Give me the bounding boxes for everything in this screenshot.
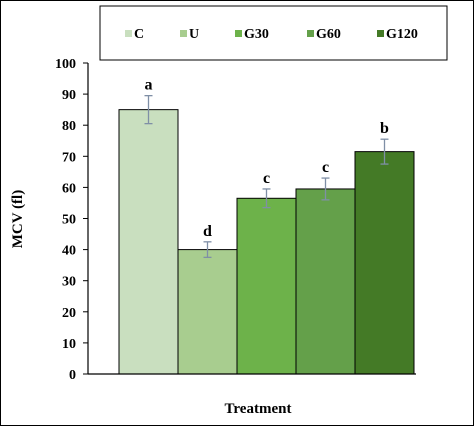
y-tick-label: 70 bbox=[62, 150, 76, 165]
significance-label: c bbox=[322, 159, 329, 176]
legend-label: G30 bbox=[244, 27, 269, 42]
legend-label: C bbox=[134, 27, 144, 42]
significance-label: b bbox=[380, 120, 389, 137]
y-tick-label: 0 bbox=[69, 368, 76, 383]
y-axis-label: MCV (fl) bbox=[10, 190, 26, 248]
legend-label: G60 bbox=[316, 27, 341, 42]
legend-item-c: C bbox=[125, 27, 144, 42]
legend-swatch bbox=[377, 30, 384, 37]
legend-box bbox=[99, 5, 448, 61]
bar-g30 bbox=[236, 197, 297, 375]
legend-item-g60: G60 bbox=[307, 27, 341, 42]
legend-label: G120 bbox=[386, 27, 418, 42]
legend-swatch bbox=[307, 30, 314, 37]
y-tick-label: 50 bbox=[62, 213, 76, 228]
significance-label: c bbox=[263, 170, 270, 187]
legend: C U G30 G60 G120 bbox=[99, 5, 448, 61]
legend-swatch bbox=[235, 30, 242, 37]
significance-label: d bbox=[203, 223, 212, 240]
bar-c bbox=[118, 109, 179, 375]
significance-label: a bbox=[145, 77, 153, 94]
bar-g60 bbox=[295, 188, 356, 375]
y-tick-label: 10 bbox=[62, 337, 76, 352]
legend-item-g30: G30 bbox=[235, 27, 269, 42]
y-tick-label: 30 bbox=[62, 275, 76, 290]
legend-item-g120: G120 bbox=[377, 27, 418, 42]
y-tick-label: 90 bbox=[62, 88, 76, 103]
legend-swatch bbox=[125, 30, 132, 37]
legend-label: U bbox=[189, 27, 199, 42]
legend-item-u: U bbox=[180, 27, 199, 42]
y-tick-label: 20 bbox=[62, 306, 76, 321]
bar-g120 bbox=[354, 151, 415, 375]
y-tick-label: 40 bbox=[62, 244, 76, 259]
y-tick-label: 100 bbox=[55, 57, 76, 72]
bar-u bbox=[177, 249, 238, 375]
legend-swatch bbox=[180, 30, 187, 37]
y-tick-label: 80 bbox=[62, 119, 76, 134]
y-tick-label: 60 bbox=[62, 181, 76, 196]
x-axis-label: Treatment bbox=[225, 401, 292, 417]
